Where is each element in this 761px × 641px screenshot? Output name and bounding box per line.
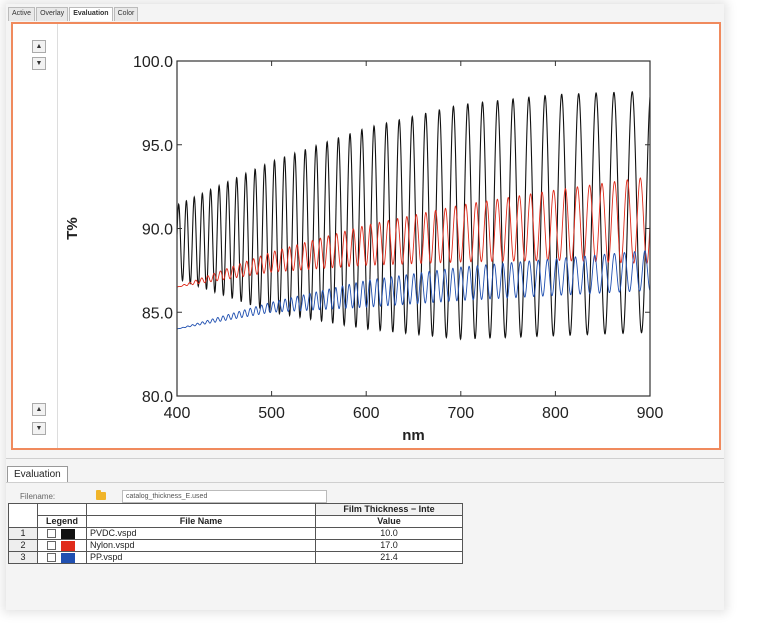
- table-row[interactable]: 2 Nylon.vspd 17.0: [8, 539, 463, 552]
- row-number: 3: [8, 551, 38, 564]
- legend-header-spacer: [37, 503, 87, 516]
- filename-field[interactable]: catalog_thickness_E.used: [122, 490, 327, 503]
- value-header: Value: [315, 515, 463, 528]
- panel-divider: [57, 24, 58, 448]
- tab-active[interactable]: Active: [8, 7, 36, 21]
- x-tick-label: 700: [447, 405, 474, 422]
- tab-evaluation[interactable]: Evaluation: [69, 7, 113, 21]
- x-axis-label: nm: [402, 427, 425, 444]
- x-tick-label: 800: [542, 405, 569, 422]
- y-tick-label: 90.0: [142, 222, 173, 239]
- value-cell: 17.0: [315, 539, 463, 552]
- folder-icon[interactable]: [96, 490, 106, 500]
- color-swatch[interactable]: [61, 552, 75, 563]
- view-tabs: Active Overlay Evaluation Color: [8, 7, 139, 21]
- divider-line: [6, 482, 724, 483]
- film-thickness-header: Film Thickness − Inte: [315, 503, 463, 516]
- file-name-cell: Nylon.vspd: [86, 539, 316, 552]
- y-tick-label: 100.0: [133, 54, 173, 71]
- y-max-up-button[interactable]: ▲: [32, 40, 46, 53]
- chart-panel: ▲ ▼ ▲ ▼ 400 500 600 700 800 900 80.0 85.0 90.0 95…: [11, 22, 721, 450]
- y-tick-label: 95.0: [142, 138, 173, 155]
- series-line-pp: [177, 250, 650, 330]
- legend-cell: [37, 551, 87, 564]
- y-tick-label: 85.0: [142, 305, 173, 322]
- transmittance-chart: 400 500 600 700 800 900 80.0 85.0 90.0 95.0 100.0 n…: [64, 54, 664, 444]
- results-table: Film Thickness − Inte Legend File Name V…: [8, 503, 463, 564]
- value-cell: 21.4: [315, 551, 463, 564]
- row-number: 2: [8, 539, 38, 552]
- series-line-nylon: [177, 177, 650, 288]
- legend-cell: [37, 527, 87, 540]
- visibility-checkbox[interactable]: [47, 553, 56, 563]
- color-swatch[interactable]: [61, 540, 75, 551]
- x-tick-label: 500: [258, 405, 285, 422]
- corner-cell: [8, 503, 38, 528]
- tab-overlay[interactable]: Overlay: [36, 7, 69, 21]
- x-tick-label: 400: [164, 405, 191, 422]
- y-min-down-button[interactable]: ▼: [32, 422, 46, 435]
- file-name-cell: PP.vspd: [86, 551, 316, 564]
- filename-label: Filename:: [20, 492, 56, 501]
- row-number: 1: [8, 527, 38, 540]
- visibility-checkbox[interactable]: [47, 529, 56, 539]
- tab-evaluation-results[interactable]: Evaluation: [7, 466, 68, 483]
- divider-line: [6, 458, 724, 459]
- filename-header: File Name: [86, 515, 316, 528]
- legend-cell: [37, 539, 87, 552]
- x-tick-label: 900: [637, 405, 664, 422]
- visibility-checkbox[interactable]: [47, 541, 56, 551]
- x-tick-label: 600: [353, 405, 380, 422]
- y-tick-label: 80.0: [142, 389, 173, 406]
- y-min-up-button[interactable]: ▲: [32, 403, 46, 416]
- legend-header: Legend: [37, 515, 87, 528]
- table-row[interactable]: 1 PVDC.vspd 10.0: [8, 527, 463, 540]
- tab-color[interactable]: Color: [113, 7, 139, 21]
- series-line-pvdc: [177, 90, 650, 341]
- color-swatch[interactable]: [61, 528, 75, 539]
- y-max-down-button[interactable]: ▼: [32, 57, 46, 70]
- value-cell: 10.0: [315, 527, 463, 540]
- table-row[interactable]: 3 PP.vspd 21.4: [8, 551, 463, 564]
- filename-header-spacer: [86, 503, 316, 516]
- file-name-cell: PVDC.vspd: [86, 527, 316, 540]
- y-axis-label: T%: [64, 217, 81, 240]
